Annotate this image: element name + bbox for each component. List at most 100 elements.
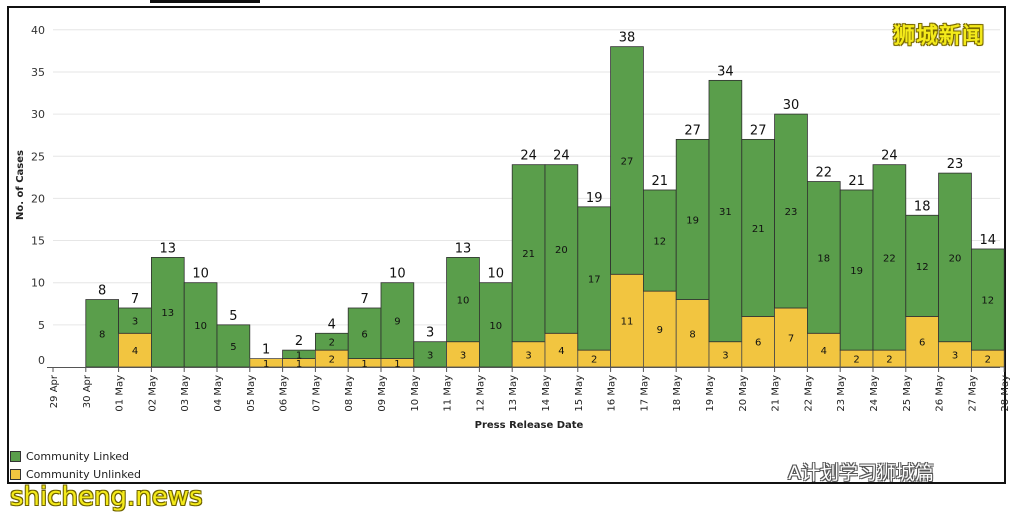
segment-label-unlinked: 3 bbox=[525, 350, 531, 361]
segment-label-unlinked: 2 bbox=[329, 355, 335, 366]
bar-linked bbox=[643, 189, 677, 292]
watermark-wechat: A计划学习狮城篇 bbox=[760, 458, 934, 485]
bar-unlinked bbox=[118, 332, 152, 368]
bar-total-label: 10 bbox=[389, 267, 406, 282]
y-tick-label: 25 bbox=[31, 150, 45, 163]
y-tick-label: 35 bbox=[31, 66, 45, 79]
bar-total-label: 24 bbox=[520, 149, 537, 164]
segment-label-linked: 6 bbox=[361, 329, 367, 340]
segment-label-unlinked: 2 bbox=[886, 355, 892, 366]
y-tick-label: 5 bbox=[38, 319, 45, 332]
bar-linked bbox=[85, 299, 120, 368]
bar-total-label: 24 bbox=[553, 149, 570, 164]
x-tick-label: 08 May bbox=[344, 375, 355, 412]
y-axis-label: No. of Cases bbox=[15, 150, 26, 220]
x-tick-label: 12 May bbox=[475, 375, 486, 412]
segment-label-linked: 8 bbox=[99, 329, 105, 340]
segment-label-linked: 19 bbox=[686, 215, 699, 226]
segment-label-unlinked: 2 bbox=[985, 355, 991, 366]
segment-label-linked: 3 bbox=[132, 317, 138, 328]
segment-label-linked: 31 bbox=[719, 207, 732, 218]
legend-swatch-linked bbox=[10, 451, 21, 462]
segment-label-unlinked: 4 bbox=[132, 346, 138, 357]
legend-item-linked: Community Linked bbox=[10, 450, 129, 463]
bar-linked bbox=[150, 257, 185, 368]
legend-item-unlinked: Community Unlinked bbox=[10, 468, 141, 481]
watermark-wechat-text: A计划学习狮城篇 bbox=[788, 462, 934, 484]
segment-label-linked: 20 bbox=[949, 253, 962, 264]
legend-swatch-unlinked bbox=[10, 469, 21, 480]
x-tick-label: 22 May bbox=[803, 375, 814, 412]
segment-label-unlinked: 9 bbox=[657, 325, 663, 336]
bar-linked bbox=[413, 341, 447, 368]
segment-label-unlinked: 11 bbox=[621, 317, 634, 328]
bar-linked bbox=[971, 248, 1005, 351]
x-tick-label: 26 May bbox=[935, 375, 946, 412]
x-tick-label: 15 May bbox=[574, 375, 585, 412]
segment-label-unlinked: 6 bbox=[755, 338, 761, 349]
segment-label-linked: 10 bbox=[489, 321, 502, 332]
x-tick-label: 09 May bbox=[377, 375, 388, 412]
bar-total-label: 13 bbox=[160, 241, 177, 256]
x-tick-label: 28 May bbox=[1000, 375, 1011, 412]
legend-label-unlinked: Community Unlinked bbox=[26, 468, 141, 481]
segment-label-linked: 21 bbox=[522, 249, 535, 260]
x-axis-label: Press Release Date bbox=[475, 420, 584, 431]
bar-total-label: 23 bbox=[947, 157, 964, 172]
bar-unlinked bbox=[610, 273, 644, 368]
segment-label-linked: 20 bbox=[555, 245, 568, 256]
x-tick-label: 17 May bbox=[639, 375, 650, 412]
x-tick-label: 14 May bbox=[541, 375, 552, 412]
segment-label-unlinked: 1 bbox=[296, 359, 302, 370]
bar-total-label: 14 bbox=[980, 233, 997, 248]
bar-linked bbox=[478, 282, 513, 368]
y-tick-label: 15 bbox=[31, 235, 45, 248]
x-tick-label: 02 May bbox=[147, 375, 158, 412]
segment-label-linked: 5 bbox=[230, 342, 236, 353]
segment-label-linked: 22 bbox=[883, 253, 896, 264]
segment-label-linked: 2 bbox=[329, 338, 335, 349]
bar-total-label: 10 bbox=[488, 267, 505, 282]
x-tick-label: 10 May bbox=[410, 375, 421, 412]
segment-label-linked: 21 bbox=[752, 224, 765, 235]
bar-total-label: 8 bbox=[98, 284, 106, 299]
bar-total-label: 18 bbox=[914, 199, 931, 214]
watermark-site: shicheng.news bbox=[10, 482, 203, 512]
bar-total-label: 4 bbox=[328, 317, 336, 332]
bar-unlinked bbox=[511, 341, 546, 368]
x-tick-label: 19 May bbox=[705, 375, 716, 412]
x-tick-label: 23 May bbox=[836, 375, 847, 412]
bar-total-label: 7 bbox=[131, 292, 139, 307]
segment-label-unlinked: 2 bbox=[853, 355, 859, 366]
bar-linked bbox=[610, 46, 644, 275]
y-tick-label: 10 bbox=[31, 277, 45, 290]
bar-unlinked bbox=[643, 290, 677, 368]
x-tick-label: 16 May bbox=[607, 375, 618, 412]
segment-label-linked: 12 bbox=[653, 237, 666, 248]
bar-total-label: 21 bbox=[652, 174, 669, 189]
segment-label-linked: 19 bbox=[850, 266, 863, 277]
segment-label-unlinked: 8 bbox=[689, 329, 695, 340]
bar-linked bbox=[675, 138, 710, 300]
x-tick-label: 04 May bbox=[213, 375, 224, 412]
bar-unlinked bbox=[938, 341, 972, 368]
x-tick-label: 20 May bbox=[738, 375, 749, 412]
y-tick-label: 30 bbox=[31, 108, 45, 121]
bar-linked bbox=[380, 282, 415, 359]
segment-label-linked: 12 bbox=[981, 296, 994, 307]
segment-label-linked: 17 bbox=[588, 274, 601, 285]
bar-total-label: 5 bbox=[229, 309, 237, 324]
bar-linked bbox=[774, 113, 808, 309]
bar-linked bbox=[446, 257, 480, 343]
segment-label-linked: 18 bbox=[817, 253, 830, 264]
bar-linked bbox=[905, 214, 939, 317]
x-tick-label: 30 Apr bbox=[82, 374, 93, 408]
bar-total-label: 27 bbox=[750, 123, 767, 138]
x-tick-label: 05 May bbox=[246, 375, 257, 412]
segment-label-linked: 9 bbox=[394, 317, 400, 328]
x-tick-label: 29 Apr bbox=[49, 374, 60, 408]
segment-label-linked: 3 bbox=[427, 350, 433, 361]
x-tick-label: 07 May bbox=[311, 375, 322, 412]
